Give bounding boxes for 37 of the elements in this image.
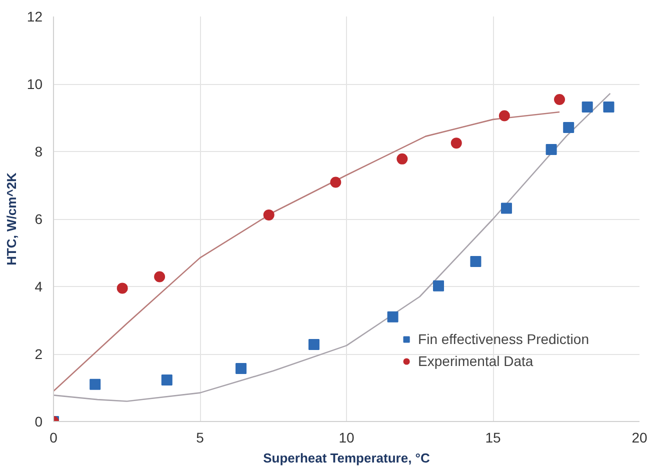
x-tick-label: 0 [50,430,58,446]
point [603,101,614,112]
point [470,256,482,268]
y-axis-title: HTC, W/cm^2K [4,172,19,266]
y-tick-label: 10 [26,76,43,92]
legend-label: Experimental Data [418,353,534,369]
point [308,339,320,350]
x-tick-label: 15 [485,430,501,446]
x-tick-label: 10 [338,430,354,446]
point [116,282,128,294]
y-tick-label: 8 [34,144,43,160]
line-series [54,92,611,402]
legend-label: Fin effectiveness Prediction [418,331,589,347]
point [90,378,101,390]
point [582,101,593,112]
point [546,144,557,155]
point [450,138,462,149]
x-tick-label: 5 [196,430,204,446]
x-axis-title: Superheat Temperature, °C [263,450,430,466]
y-tick-label: 0 [34,414,43,430]
point [554,94,566,106]
point [161,374,172,386]
point [498,110,510,122]
point [387,311,398,322]
point [500,202,512,214]
y-tick-label: 6 [34,211,43,227]
y-tick-label: 2 [34,346,43,362]
point [263,209,274,220]
point [236,363,247,374]
point [330,176,342,188]
x-tick-label: 20 [632,430,648,446]
point [433,280,444,292]
point [396,153,408,164]
point [563,122,574,134]
point [154,271,166,282]
y-tick-label: 12 [26,8,43,24]
y-tick-label: 4 [34,278,43,294]
